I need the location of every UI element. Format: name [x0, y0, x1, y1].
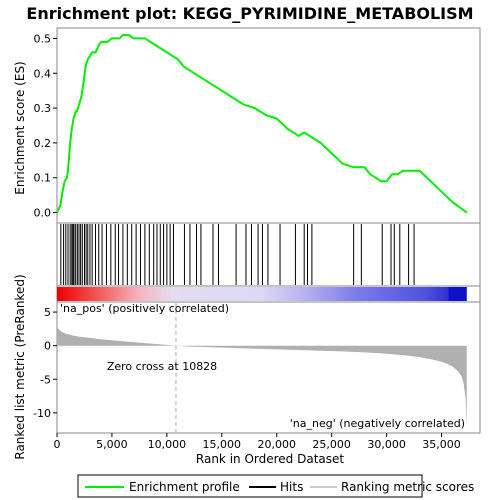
metric-y-tick-label: -5: [40, 373, 51, 386]
es-y-axis-label: Enrichment score (ES): [13, 61, 27, 194]
legend-enrichment-label: Enrichment profile: [129, 480, 240, 494]
x-tick-label: 25,000: [312, 438, 351, 451]
x-tick-label: 10,000: [148, 438, 187, 451]
hit-marks-group: [60, 224, 415, 285]
es-line-group: [56, 34, 468, 214]
metric-area: [57, 324, 467, 427]
plot-title: Enrichment plot: KEGG_PYRIMIDINE_METABOL…: [26, 4, 473, 23]
legend-metric-label: Ranking metric scores: [341, 480, 474, 494]
metric-y-tick-label: 5: [44, 306, 51, 319]
es-frame: [56, 27, 481, 224]
enrichment-profile-line: [56, 34, 468, 214]
x-tick-label: 15,000: [203, 438, 242, 451]
es-tick-label: 0.2: [34, 137, 52, 150]
x-tick-label: 20,000: [257, 438, 296, 451]
hits-frame: [56, 222, 481, 287]
es-y-ticks: 0.0 0.1 0.2 0.3 0.4 0.5: [34, 32, 57, 220]
es-tick-label: 0.3: [34, 102, 52, 115]
es-tick-label: 0.4: [34, 67, 52, 80]
metric-y-axis-label: Ranked list metric (PreRanked): [13, 274, 27, 459]
hits-panel: [56, 222, 481, 287]
x-axis-label: Rank in Ordered Dataset: [196, 452, 344, 466]
x-tick-label: 30,000: [367, 438, 406, 451]
x-tick-label: 5,000: [96, 438, 128, 451]
metric-y-tick-label: -10: [33, 407, 51, 420]
ranked-metric-panel: 5 0 -5 -10 0 5,000 10,000 15,000 20,000 25,000 30…: [13, 274, 481, 466]
metric-area-group: [57, 324, 467, 427]
zero-cross-label: Zero cross at 10828: [107, 360, 217, 373]
metric-y-ticks: 5 0 -5 -10: [33, 306, 57, 420]
metric-frame: [56, 301, 481, 434]
positive-correlation-label: 'na_pos' (positively correlated): [60, 302, 229, 315]
legend-hits-label: Hits: [280, 480, 303, 494]
x-tick-label: 0: [54, 438, 61, 451]
es-tick-label: 0.1: [34, 172, 52, 185]
es-tick-label: 0.5: [34, 32, 52, 45]
x-tick-label: 35,000: [422, 438, 461, 451]
metric-x-ticks: 0 5,000 10,000 15,000 20,000 25,000 30,000 35,0…: [54, 433, 461, 451]
metric-y-tick-label: 0: [44, 340, 51, 353]
negative-correlation-label: 'na_neg' (negatively correlated): [290, 417, 465, 430]
band-gradient: [57, 287, 467, 301]
enrichment-score-panel: 0.0 0.1 0.2 0.3 0.4 0.5 Enrichment score (ES): [13, 27, 481, 224]
rank-color-band: [56, 285, 481, 303]
legend: Enrichment profile Hits Ranking metric s…: [77, 474, 474, 498]
es-tick-label: 0.0: [34, 207, 52, 220]
